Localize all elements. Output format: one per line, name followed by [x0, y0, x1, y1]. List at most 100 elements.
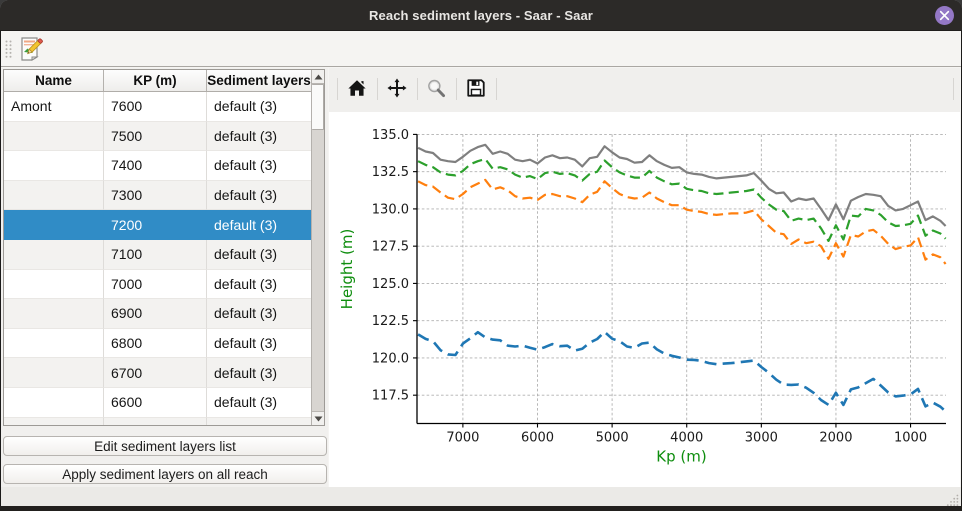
- cell-name[interactable]: [4, 299, 104, 329]
- cell-layers[interactable]: default (3): [207, 329, 311, 359]
- cell-layers[interactable]: default (3): [207, 122, 311, 152]
- svg-text:5000: 5000: [596, 431, 629, 446]
- table-body: Amont 7600 default (3) 7500 default (3) 7400 d…: [4, 92, 311, 425]
- toolbar-separator: [417, 78, 418, 100]
- toolbar-separator: [377, 78, 378, 100]
- cell-layers[interactable]: default (3): [207, 240, 311, 270]
- close-button[interactable]: [935, 6, 954, 25]
- cell-layers[interactable]: default (3): [207, 299, 311, 329]
- save-button[interactable]: [466, 78, 486, 98]
- toolbar-drag-handle[interactable]: [5, 40, 12, 58]
- table-row[interactable]: 7200 default (3): [4, 210, 311, 240]
- cell-name[interactable]: [4, 387, 104, 418]
- home-icon: [348, 80, 366, 96]
- svg-text:1000: 1000: [894, 431, 927, 446]
- cell-kp[interactable]: 7600: [104, 92, 207, 122]
- edit-sediment-layers-list-button[interactable]: Edit sediment layers list: [3, 436, 327, 456]
- apply-sediment-layers-button[interactable]: Apply sediment layers on all reach: [3, 464, 327, 484]
- cell-name[interactable]: [4, 151, 104, 181]
- svg-text:135.0: 135.0: [372, 128, 409, 143]
- height-profile-chart[interactable]: 135.0 132.5 130.0 127.5 125.0 122.5 120.0 117.5…: [329, 112, 960, 488]
- table-row[interactable]: 7100 default (3): [4, 239, 311, 270]
- zoom-icon: [428, 79, 445, 98]
- column-header-kp[interactable]: KP (m): [104, 70, 207, 91]
- table-row[interactable]: 6600 default (3): [4, 387, 311, 418]
- pan-button[interactable]: [387, 78, 407, 98]
- cell-kp[interactable]: 7000: [104, 269, 207, 300]
- svg-text:3000: 3000: [745, 431, 778, 446]
- cell-kp[interactable]: 6800: [104, 328, 207, 359]
- cell-layers[interactable]: default (3): [207, 388, 311, 418]
- app-toolbar: [1, 31, 961, 67]
- cell-name[interactable]: [4, 239, 104, 270]
- svg-text:2000: 2000: [819, 431, 852, 446]
- table-row[interactable]: 7000 default (3): [4, 269, 311, 300]
- cell-kp[interactable]: 7400: [104, 151, 207, 181]
- toolbar-separator: [337, 78, 338, 100]
- cell-kp[interactable]: 6900: [104, 299, 207, 329]
- cell-name[interactable]: [4, 121, 104, 152]
- cell-name[interactable]: [4, 180, 104, 211]
- table-row[interactable]: 6900 default (3): [4, 299, 311, 329]
- edit-sediment-button[interactable]: [19, 36, 43, 62]
- sediment-layers-panel: Name KP (m) Sediment layers Amont 7600 def…: [1, 68, 328, 487]
- zoom-button[interactable]: [426, 78, 446, 98]
- cell-name[interactable]: Amont: [4, 92, 104, 122]
- toolbar-separator: [496, 78, 497, 100]
- cell-layers[interactable]: default (3): [207, 181, 311, 211]
- svg-text:4000: 4000: [670, 431, 703, 446]
- svg-text:6000: 6000: [521, 431, 554, 446]
- cell-kp[interactable]: 6600: [104, 387, 207, 418]
- cell-kp[interactable]: 6700: [104, 358, 207, 388]
- save-icon: [467, 79, 485, 97]
- home-button[interactable]: [347, 78, 367, 98]
- svg-text:117.5: 117.5: [372, 389, 409, 404]
- arrow-down-icon: [314, 416, 322, 421]
- scroll-down-button[interactable]: [312, 411, 324, 425]
- cell-kp[interactable]: 7100: [104, 239, 207, 270]
- svg-text:120.0: 120.0: [372, 351, 409, 366]
- cell-name[interactable]: [4, 358, 104, 388]
- column-header-name[interactable]: Name: [4, 70, 104, 91]
- svg-text:130.0: 130.0: [372, 202, 409, 217]
- table-row[interactable]: 6800 default (3): [4, 328, 311, 359]
- svg-text:127.5: 127.5: [372, 240, 409, 255]
- resize-grip-icon[interactable]: [946, 494, 959, 506]
- scroll-up-button[interactable]: [312, 70, 324, 84]
- window-title: Reach sediment layers - Saar - Saar: [369, 7, 593, 23]
- window-bottom-border: [0, 506, 962, 511]
- table-scrollbar[interactable]: [311, 70, 324, 425]
- pan-icon: [387, 78, 407, 98]
- table-row[interactable]: 6700 default (3): [4, 358, 311, 388]
- cell-kp[interactable]: 7300: [104, 180, 207, 211]
- table-row[interactable]: 7300 default (3): [4, 180, 311, 211]
- svg-text:7000: 7000: [446, 431, 479, 446]
- table-row[interactable]: 7500 default (3): [4, 121, 311, 152]
- cell-name[interactable]: [4, 210, 104, 240]
- x-axis-label: Kp (m): [656, 448, 706, 466]
- cell-layers[interactable]: default (3): [207, 151, 311, 181]
- cell-layers[interactable]: default (3): [207, 270, 311, 300]
- cell-name[interactable]: [4, 328, 104, 359]
- svg-text:132.5: 132.5: [372, 165, 409, 180]
- titlebar[interactable]: Reach sediment layers - Saar - Saar: [0, 0, 962, 31]
- sediment-layers-table: Name KP (m) Sediment layers Amont 7600 def…: [3, 69, 325, 426]
- cell-layers[interactable]: default (3): [207, 358, 311, 388]
- table-row[interactable]: 7400 default (3): [4, 151, 311, 181]
- cell-layers[interactable]: default (3): [214, 216, 278, 233]
- scrollbar-thumb[interactable]: [312, 84, 324, 130]
- table-row-partial[interactable]: [4, 417, 311, 425]
- arrow-up-icon: [314, 74, 322, 79]
- cell-layers[interactable]: default (3): [207, 92, 311, 122]
- chart-panel: 135.0 132.5 130.0 127.5 125.0 122.5 120.0 117.5…: [329, 68, 960, 488]
- cell-name[interactable]: [4, 269, 104, 300]
- cell-kp[interactable]: 7200: [111, 216, 143, 233]
- edit-sediment-icon: [21, 37, 43, 61]
- svg-text:122.5: 122.5: [372, 314, 409, 329]
- table-row[interactable]: Amont 7600 default (3): [4, 92, 311, 122]
- column-header-sediment-layers[interactable]: Sediment layers: [207, 73, 311, 88]
- plot-toolbar: [329, 68, 960, 112]
- cell-kp[interactable]: 7500: [104, 121, 207, 152]
- toolbar-separator: [953, 78, 954, 100]
- y-axis-label: Height (m): [338, 229, 356, 310]
